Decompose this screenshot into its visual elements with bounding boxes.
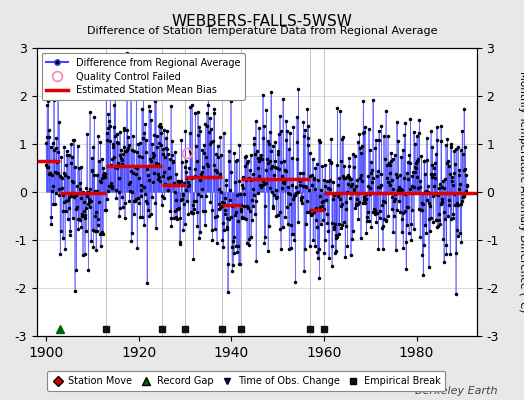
Text: WEBBERS-FALLS-5WSW: WEBBERS-FALLS-5WSW bbox=[171, 14, 353, 29]
Text: Berkeley Earth: Berkeley Earth bbox=[416, 386, 498, 396]
Text: Difference of Station Temperature Data from Regional Average: Difference of Station Temperature Data f… bbox=[87, 26, 437, 36]
Legend: Station Move, Record Gap, Time of Obs. Change, Empirical Break: Station Move, Record Gap, Time of Obs. C… bbox=[47, 372, 445, 391]
Legend: Difference from Regional Average, Quality Control Failed, Estimated Station Mean: Difference from Regional Average, Qualit… bbox=[41, 53, 245, 100]
Y-axis label: Monthly Temperature Anomaly Difference (°C): Monthly Temperature Anomaly Difference (… bbox=[518, 71, 524, 313]
